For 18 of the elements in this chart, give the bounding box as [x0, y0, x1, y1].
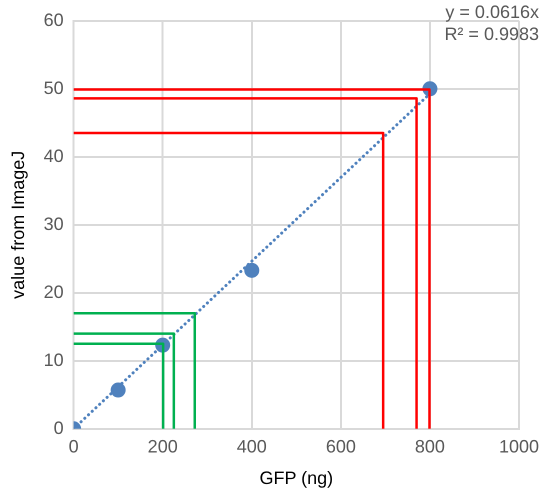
y-tick-label: 20: [44, 282, 64, 302]
y-tick-label: 40: [44, 146, 64, 166]
y-tick-label: 0: [54, 418, 64, 438]
point: [244, 262, 260, 278]
x-tick-label: 800: [414, 436, 445, 457]
annotation: y = 0.0616x: [445, 2, 539, 22]
y-tick-label: 30: [44, 214, 64, 234]
y-tick-label: 60: [44, 10, 64, 30]
x-axis-title: GFP (ng): [259, 468, 334, 488]
x-tick-label: 400: [236, 436, 267, 457]
y-tick-label: 50: [44, 78, 64, 98]
x-tick-label: 1000: [498, 436, 540, 457]
annotation: R² = 0.9983: [444, 24, 539, 44]
x-tick-label: 0: [68, 436, 79, 457]
x-tick-label: 600: [326, 436, 356, 457]
y-axis-title: value from ImageJ: [8, 150, 28, 299]
y-tick-label: 10: [44, 350, 64, 370]
x-tick-label: 200: [148, 436, 178, 457]
